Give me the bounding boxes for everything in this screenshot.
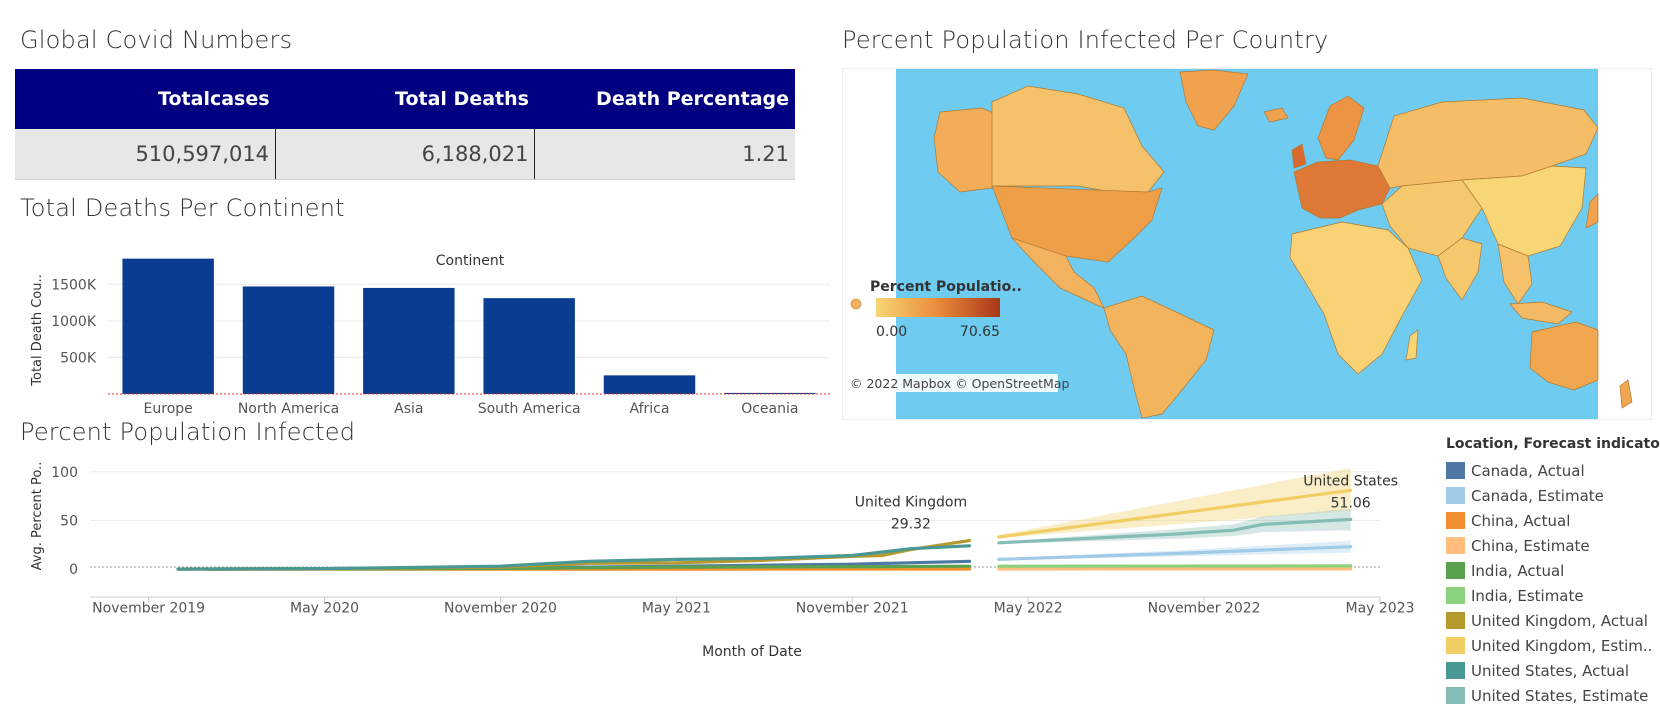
legend-item-united-states-actual[interactable]: United States, Actual xyxy=(1446,658,1660,683)
legend-label: United States, Actual xyxy=(1471,662,1629,680)
bar-y-tick-label: 1000K xyxy=(51,314,97,330)
line-chart-x-axis-label: Month of Date xyxy=(702,644,802,660)
kpi-value-total-cases: 510,597,014 xyxy=(15,129,276,180)
legend-swatch xyxy=(1446,512,1465,529)
line-chart-y-ticks: 0 50 100 xyxy=(51,465,78,578)
legend-swatch xyxy=(1446,462,1465,479)
continent-bar-chart[interactable]: Continent Total Death Cou.. 500K 1000K 150… xyxy=(0,235,835,420)
line-x-tick-label: November 2019 xyxy=(92,601,205,617)
legend-item-canada-estimate[interactable]: Canada, Estimate xyxy=(1446,483,1660,508)
bar-y-tick-label: 1500K xyxy=(51,277,97,293)
line-chart-x-ticks: November 2019 May 2020 November 2020 May 20… xyxy=(92,597,1414,617)
legend-item-china-estimate[interactable]: China, Estimate xyxy=(1446,533,1660,558)
bar-europe[interactable] xyxy=(122,259,213,394)
kpi-header-total-deaths[interactable]: Total Deaths xyxy=(276,69,535,129)
legend-swatch xyxy=(1446,487,1465,504)
line-x-tick-label: May 2021 xyxy=(642,601,711,617)
legend-label: India, Estimate xyxy=(1471,587,1584,605)
map-legend-max: 70.65 xyxy=(960,324,1000,340)
legend-item-united-kingdom-estim[interactable]: United Kingdom, Estim.. xyxy=(1446,633,1660,658)
legend-item-china-actual[interactable]: China, Actual xyxy=(1446,508,1660,533)
legend-swatch xyxy=(1446,662,1465,679)
line-y-tick-label: 50 xyxy=(60,513,78,529)
map-title: Percent Population Infected Per Country xyxy=(842,26,1328,54)
legend-swatch xyxy=(1446,637,1465,654)
kpi-header-row: Totalcases Total Deaths Death Percentage xyxy=(15,69,795,129)
line-x-tick-label: November 2020 xyxy=(444,601,557,617)
legend-label: Canada, Estimate xyxy=(1471,487,1604,505)
annotation-united-kingdom: United Kingdom xyxy=(855,495,967,511)
map-attribution[interactable]: © 2022 Mapbox © OpenStreetMap xyxy=(850,376,1069,391)
bar-label-south-america: South America xyxy=(478,401,581,417)
bar-label-north-america: North America xyxy=(238,401,339,417)
map-legend-gradient xyxy=(876,298,1000,317)
bar-label-africa: Africa xyxy=(630,401,670,417)
line-x-tick-label: May 2022 xyxy=(994,601,1063,617)
bar-chart-header-label: Continent xyxy=(436,253,505,269)
bar-chart-bars xyxy=(122,259,815,394)
bar-label-europe: Europe xyxy=(144,401,193,417)
legend-item-india-estimate[interactable]: India, Estimate xyxy=(1446,583,1660,608)
line-chart-y-axis-label: Avg. Percent Po.. xyxy=(30,462,45,571)
legend-item-india-actual[interactable]: India, Actual xyxy=(1446,558,1660,583)
kpi-header-total-cases[interactable]: Totalcases xyxy=(15,69,276,129)
legend-swatch xyxy=(1446,562,1465,579)
map-legend-min: 0.00 xyxy=(876,324,907,340)
legend-item-united-kingdom-actual[interactable]: United Kingdom, Actual xyxy=(1446,608,1660,633)
global-numbers-table: Totalcases Total Deaths Death Percentage… xyxy=(15,69,795,180)
legend-title: Location, Forecast indicator xyxy=(1446,436,1660,452)
world-map[interactable]: Percent Populatio.. 0.00 70.65 © 2022 Ma… xyxy=(842,68,1652,420)
annotation-value-united-states: 51.06 xyxy=(1331,495,1371,511)
kpi-value-row: 510,597,014 6,188,021 1.21 xyxy=(15,129,795,180)
legend-label: India, Actual xyxy=(1471,562,1564,580)
bar-chart-y-axis-label: Total Death Cou.. xyxy=(30,274,45,386)
legend-label: United Kingdom, Actual xyxy=(1471,612,1648,630)
line-x-tick-label: November 2022 xyxy=(1148,601,1261,617)
legend-item-canada-actual[interactable]: Canada, Actual xyxy=(1446,458,1660,483)
legend-label: United Kingdom, Estim.. xyxy=(1471,637,1652,655)
line-x-tick-label: May 2020 xyxy=(290,601,359,617)
legend-label: Canada, Actual xyxy=(1471,462,1585,480)
bar-africa[interactable] xyxy=(604,375,695,394)
global-numbers-title: Global Covid Numbers xyxy=(20,26,292,54)
bar-asia[interactable] xyxy=(363,288,454,394)
line-y-tick-label: 0 xyxy=(69,562,78,578)
legend-label: China, Estimate xyxy=(1471,537,1590,555)
bar-y-tick-label: 500K xyxy=(60,350,97,366)
infected-line-title: Percent Population Infected xyxy=(20,418,355,446)
legend-swatch xyxy=(1446,587,1465,604)
kpi-header-death-percentage[interactable]: Death Percentage xyxy=(535,69,795,129)
line-chart-legend: Location, Forecast indicator Canada, Act… xyxy=(1446,436,1660,708)
line-x-tick-label: May 2023 xyxy=(1345,601,1414,617)
kpi-value-total-deaths: 6,188,021 xyxy=(276,129,535,180)
legend-label: China, Actual xyxy=(1471,512,1570,530)
bar-chart-gridlines xyxy=(108,284,830,357)
bar-north-america[interactable] xyxy=(243,286,334,394)
null-value-dot xyxy=(851,299,861,309)
infected-line-chart[interactable]: Avg. Percent Po.. 0 50 100 United Kingdom 2… xyxy=(0,455,1440,696)
annotation-united-states: United States xyxy=(1303,473,1398,489)
line-y-tick-label: 100 xyxy=(51,465,78,481)
bar-chart-x-labels: Europe North America Asia South America Afri… xyxy=(144,401,799,417)
bar-south-america[interactable] xyxy=(483,298,574,394)
annotation-value-united-kingdom: 29.32 xyxy=(891,517,931,533)
legend-swatch xyxy=(1446,612,1465,629)
line-x-tick-label: November 2021 xyxy=(796,601,909,617)
bar-label-asia: Asia xyxy=(394,401,423,417)
bar-label-oceania: Oceania xyxy=(741,401,798,417)
kpi-value-death-percentage: 1.21 xyxy=(535,129,795,180)
legend-swatch xyxy=(1446,537,1465,554)
map-legend-title: Percent Populatio.. xyxy=(870,279,1022,295)
continent-deaths-title: Total Deaths Per Continent xyxy=(20,194,345,222)
bar-chart-y-ticks: 500K 1000K 1500K xyxy=(51,277,97,366)
